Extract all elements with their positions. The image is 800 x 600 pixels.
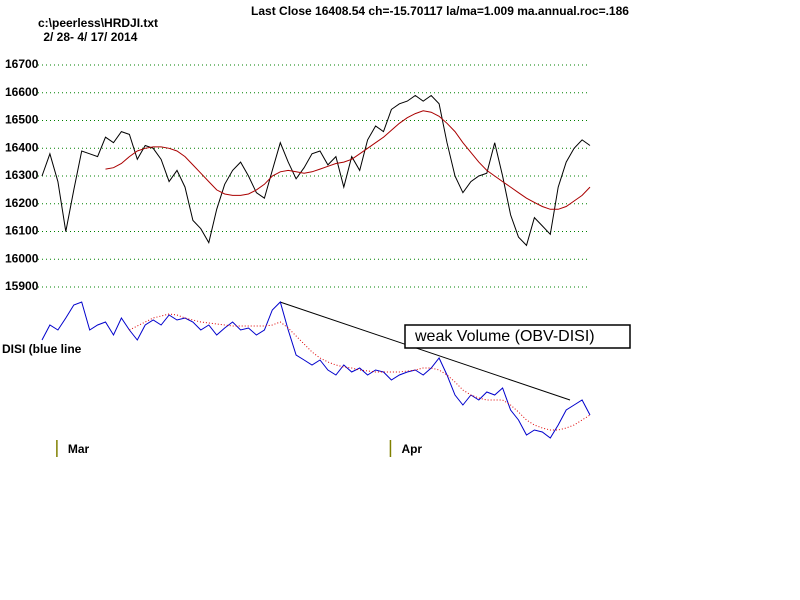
series-line: [41, 94, 591, 247]
series-line: [105, 110, 591, 210]
y-tick-label: 16700: [5, 57, 39, 71]
x-tick-label: Mar: [68, 442, 90, 456]
trend-line: [279, 301, 571, 401]
x-tick-label: Apr: [401, 442, 422, 456]
y-tick-label: 16600: [5, 85, 39, 99]
series-line: [41, 301, 591, 439]
y-tick-label: 16500: [5, 113, 39, 127]
y-tick-label: 16100: [5, 224, 39, 238]
annotation: weak Volume (OBV-DISI): [414, 328, 595, 345]
file-label: c:\peerless\HRDJI.txt: [38, 16, 158, 30]
annotation-box: [404, 324, 631, 349]
indicator-label: DISI (blue line: [2, 342, 82, 356]
y-tick-label: 16300: [5, 168, 39, 182]
series-line: [129, 313, 591, 431]
y-tick-label: 16400: [5, 140, 39, 154]
y-tick-label: 15900: [5, 279, 39, 293]
y-tick-label: 16200: [5, 196, 39, 210]
chart-title: Last Close 16408.54 ch=-15.70117 la/ma=1…: [251, 4, 629, 18]
y-tick-label: 16000: [5, 251, 39, 265]
date-range: 2/ 28- 4/ 17/ 2014: [40, 30, 138, 44]
